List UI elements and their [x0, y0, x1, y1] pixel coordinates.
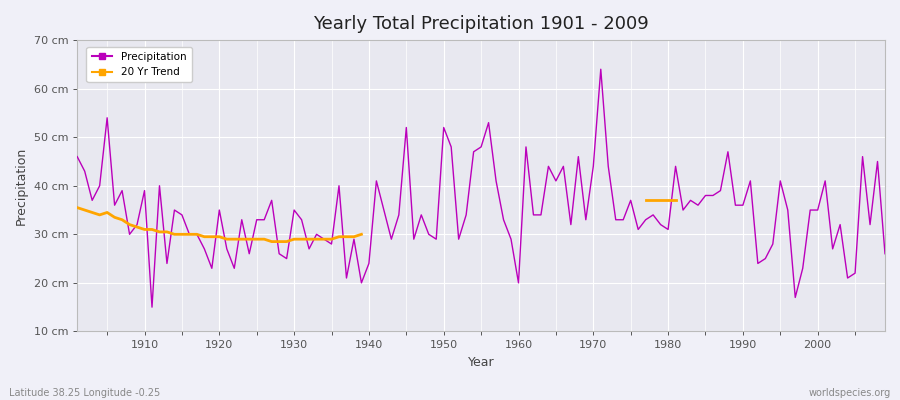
Text: Latitude 38.25 Longitude -0.25: Latitude 38.25 Longitude -0.25 [9, 388, 160, 398]
X-axis label: Year: Year [468, 356, 494, 369]
Title: Yearly Total Precipitation 1901 - 2009: Yearly Total Precipitation 1901 - 2009 [313, 15, 649, 33]
Y-axis label: Precipitation: Precipitation [15, 147, 28, 225]
Legend: Precipitation, 20 Yr Trend: Precipitation, 20 Yr Trend [86, 47, 192, 82]
Text: worldspecies.org: worldspecies.org [809, 388, 891, 398]
